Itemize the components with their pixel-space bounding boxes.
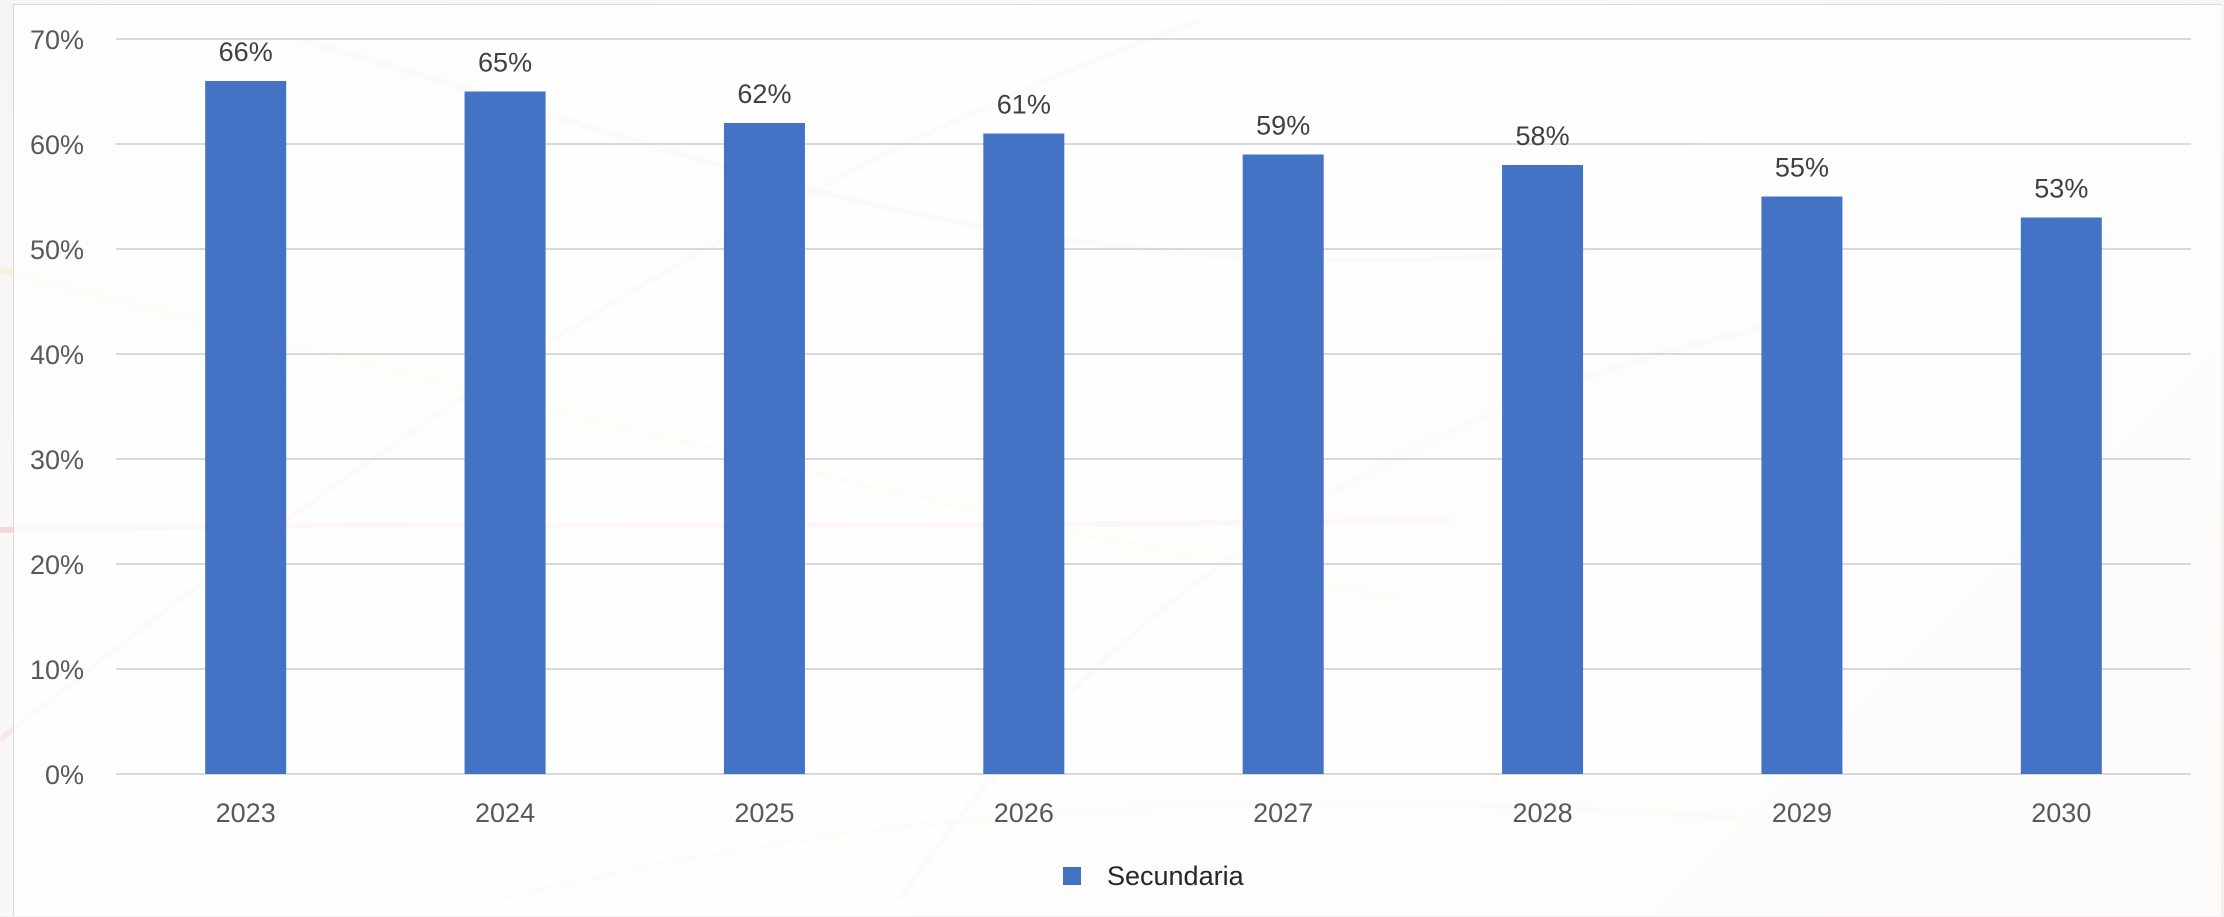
y-axis: 0% 10% 20% 30% 40% 50% 60% 70% (30, 25, 84, 790)
bar-2027[interactable] (1242, 154, 1324, 775)
x-tick-label-2027: 2027 (1253, 798, 1313, 828)
legend-label: Secundaria (1107, 861, 1245, 891)
y-tick-label: 10% (30, 655, 84, 685)
bar-2029[interactable] (1761, 196, 1843, 775)
legend-swatch-icon (1063, 867, 1081, 885)
data-label-2027: 59% (1256, 111, 1310, 141)
x-tick-label-2028: 2028 (1513, 798, 1573, 828)
gridlines (116, 38, 2191, 775)
data-label-2024: 65% (478, 48, 532, 78)
bar-chart: 0% 10% 20% 30% 40% 50% 60% 70% 66% 65% 62% 61% 59% 5… (30, 25, 2191, 891)
data-label-2029: 55% (1775, 153, 1829, 183)
data-label-2025: 62% (737, 79, 791, 109)
y-tick-label: 20% (30, 550, 84, 580)
y-tick-label: 60% (30, 130, 84, 160)
x-tick-label-2025: 2025 (734, 798, 794, 828)
x-tick-label-2024: 2024 (475, 798, 535, 828)
x-tick-label-2029: 2029 (1772, 798, 1832, 828)
x-tick-label-2023: 2023 (216, 798, 276, 828)
bar-2028[interactable] (1502, 165, 1584, 774)
y-tick-label: 50% (30, 235, 84, 265)
x-axis: 2023 2024 2025 2026 2027 2028 2029 2030 (216, 798, 2092, 828)
y-tick-label: 30% (30, 445, 84, 475)
data-label-2028: 58% (1516, 121, 1570, 151)
x-tick-label-2030: 2030 (2031, 798, 2091, 828)
y-tick-label: 0% (45, 760, 84, 790)
bar-2030[interactable] (2020, 217, 2102, 775)
y-tick-label: 40% (30, 340, 84, 370)
chart-frame: 0% 10% 20% 30% 40% 50% 60% 70% 66% 65% 62% 61% 59% 5… (13, 4, 2221, 916)
data-label-2030: 53% (2034, 174, 2088, 204)
bar-2024[interactable] (464, 91, 546, 775)
y-tick-label: 70% (30, 25, 84, 55)
legend[interactable]: Secundaria (1063, 861, 1245, 891)
bar-2026[interactable] (983, 133, 1065, 775)
bars: 66% 65% 62% 61% 59% 58% 55% 53% (205, 37, 2102, 774)
x-tick-label-2026: 2026 (994, 798, 1054, 828)
data-label-2026: 61% (997, 90, 1051, 120)
bar-2023[interactable] (205, 81, 287, 774)
bar-2025[interactable] (723, 123, 805, 774)
data-label-2023: 66% (219, 37, 273, 67)
